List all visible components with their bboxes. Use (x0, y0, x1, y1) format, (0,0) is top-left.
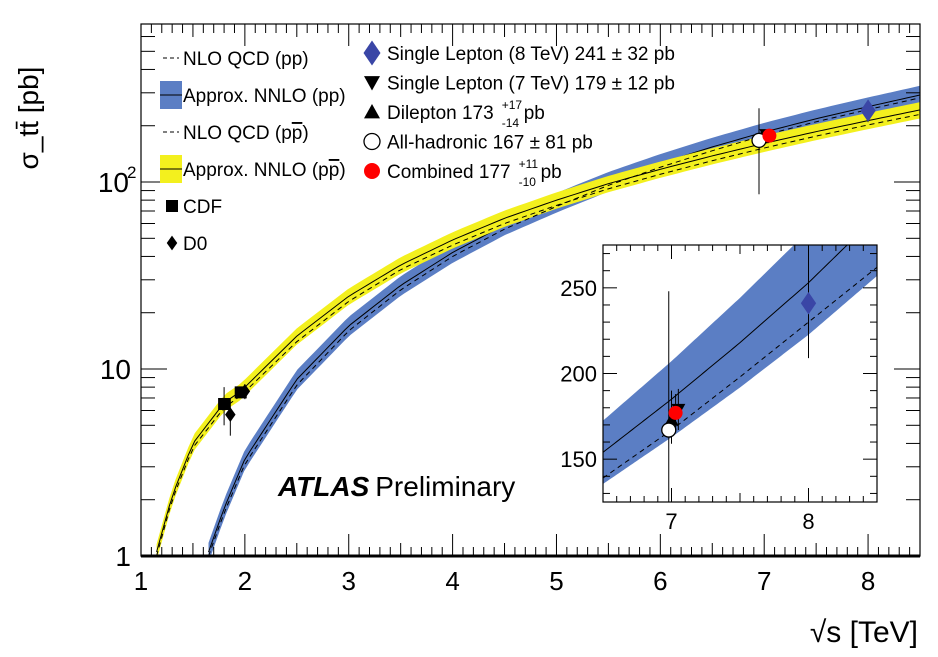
legend-text-part: p (281, 123, 292, 144)
legend-sub: -10 (519, 175, 537, 189)
legend-sup: +17 (502, 98, 523, 112)
legend-text-part: ) (302, 123, 308, 144)
point-D0 (225, 407, 236, 423)
x-tick-label: 7 (757, 566, 771, 596)
inset-y-tick-label: 200 (560, 362, 597, 387)
legend-marker-diamond (363, 40, 381, 66)
legend-label-Approx. NNLO (pp̄): Approx. NNLO (pp) (183, 160, 346, 181)
legend-label-diamond: Single Lepton (8 TeV) 241 ± 32 pb (387, 44, 675, 65)
dashed-line-NLO QCD (pp) (603, 266, 877, 479)
inset-plot: 7 8 150 200 250 (560, 244, 878, 534)
legend-text-pbar: p (329, 160, 340, 181)
x-axis-title: √s [TeV] (810, 616, 918, 649)
legend-sub: -14 (502, 116, 520, 130)
point-Combined (762, 128, 777, 143)
inset-point-Combined (668, 405, 683, 420)
main-theory-bands (156, 85, 920, 556)
main-plot-frame (140, 23, 921, 558)
band-Approx. NNLO (pp) (208, 85, 920, 556)
band-Approx. NNLO (pp̄) (156, 102, 920, 556)
legend-marker-CDF (166, 200, 178, 212)
x-tick-label: 3 (341, 566, 355, 596)
inset-x-tick-label: 7 (665, 509, 677, 534)
legend-text-part: NLO QCD ( (183, 123, 282, 144)
legend-marker-triangle-down (364, 76, 380, 91)
legend-label-NLO QCD (pp): NLO QCD (pp) (183, 49, 309, 70)
x-tick-label: 4 (445, 566, 459, 596)
x-tick-label: 2 (238, 566, 252, 596)
axis-labels: √s [TeV] σ_tt̄ [pb] (13, 67, 918, 649)
central-line-Approx. NNLO (pp̄) (156, 109, 920, 553)
y-tick-label: 1 (115, 541, 131, 572)
x-tick-label: 6 (653, 566, 667, 596)
legend-label-Approx. NNLO (pp): Approx. NNLO (pp) (183, 86, 346, 107)
legend-text-part: Approx. NNLO ( (183, 160, 319, 181)
inset-point-Dilepton (664, 412, 679, 426)
main-measurements (218, 99, 876, 436)
x-tick-label: 1 (134, 566, 148, 596)
point-CDF (218, 397, 231, 410)
dashed-line-NLO QCD (pp) (208, 97, 920, 556)
legend-label-circle-open: All-hadronic 167 ± 81 pb (387, 133, 593, 154)
legend-label-circle: Combined 177 (387, 162, 511, 183)
y-tick-exponent: 2 (127, 163, 136, 182)
legend-marker-triangle-up (364, 104, 380, 119)
y-axis-title: σ_tt̄ [pb] (13, 67, 44, 170)
legend-label-NLO QCD (pp̄): NLO QCD (pp) (183, 123, 309, 144)
legend-label-CDF: CDF (183, 197, 222, 218)
atlas-label: ATLAS (277, 471, 370, 502)
x-tick-label: 5 (549, 566, 563, 596)
y-tick-label: 10 (98, 167, 129, 198)
inset-point-All-hadronic (661, 422, 677, 438)
legend-sup: +11 (519, 157, 539, 171)
x-tick-label: 8 (861, 566, 875, 596)
legend-text-part: ) (339, 160, 345, 181)
dashed-line-NLO QCD (pp̄) (156, 113, 920, 556)
legend: NLO QCD (pp)Approx. NNLO (pp)NLO QCD (pp… (160, 40, 675, 502)
inset-x-tick-label: 8 (802, 509, 814, 534)
legend-unit: pb (524, 103, 545, 124)
legend-marker-D0 (166, 235, 178, 251)
legend-text-part: p (318, 160, 329, 181)
inset-point-Single Lepton (8 TeV) (800, 292, 817, 315)
legend-unit: pb (541, 162, 562, 183)
legend-label-triangle-up: Dilepton 173 (387, 103, 494, 124)
point-D0 (239, 383, 251, 399)
central-line-Approx. NNLO (pp) (603, 245, 848, 453)
legend-label-triangle-down: Single Lepton (7 TeV) 179 ± 12 pb (387, 74, 675, 95)
preliminary-label: Preliminary (375, 471, 515, 502)
y-tick-label: 10 (100, 354, 131, 385)
legend-text-pbar: p (292, 123, 303, 144)
inset-y-tick-label: 250 (560, 276, 597, 301)
legend-label-D0: D0 (183, 234, 207, 255)
legend-marker-circle-open (363, 132, 381, 151)
inset-y-tick-label: 150 (560, 447, 597, 472)
atlas-watermark: ATLAS Preliminary (277, 471, 515, 502)
legend-marker-circle (364, 163, 380, 179)
point-Single Lepton (8 TeV) (860, 99, 876, 122)
